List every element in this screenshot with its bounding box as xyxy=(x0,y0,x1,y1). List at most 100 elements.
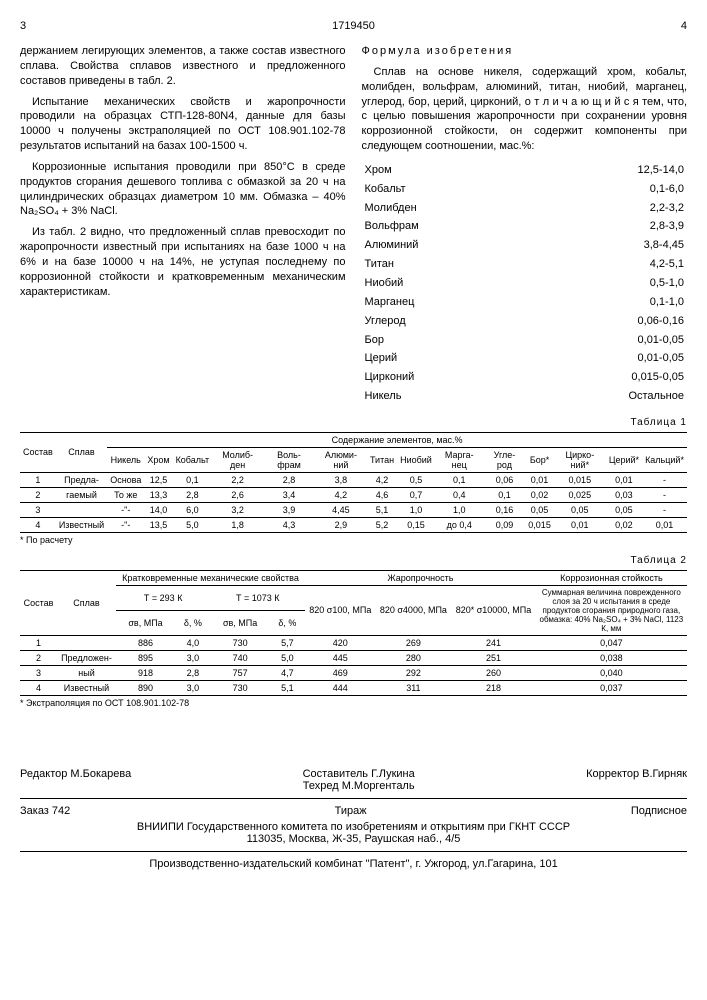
comp-val: 12,5-14,0 xyxy=(523,162,685,179)
table-cell: 3 xyxy=(20,665,57,680)
table-cell: 3,9 xyxy=(263,502,315,517)
table-cell: 0,7 xyxy=(397,487,435,502)
table-cell: 5,0 xyxy=(270,650,305,665)
table-row: 3ный9182,87574,74692922600,040 xyxy=(20,665,687,680)
printer: Производственно-издательский комбинат "П… xyxy=(20,858,687,870)
table-cell: 730 xyxy=(210,680,269,695)
page-num-left: 3 xyxy=(20,20,26,32)
table-cell: 3,8 xyxy=(315,472,367,487)
right-p1: Сплав на основе никеля, содержащий хром,… xyxy=(362,65,688,154)
component-row: Марганец0,1-1,0 xyxy=(364,294,686,311)
t2-h-sostav: Состав xyxy=(20,570,57,635)
table-cell: 0,05 xyxy=(554,502,606,517)
table-cell: 251 xyxy=(451,650,535,665)
table-cell: 1 xyxy=(20,472,56,487)
bottom-block: Редактор М.Бокарева Составитель Г.Лукина… xyxy=(20,768,687,870)
comp-val: 0,015-0,05 xyxy=(523,369,685,386)
table-cell: 2,2 xyxy=(212,472,263,487)
table-cell: 218 xyxy=(451,680,535,695)
table-cell: гаемый xyxy=(56,487,107,502)
table-cell: 0,15 xyxy=(397,517,435,532)
t1-col-header: Хром xyxy=(144,447,172,472)
table-cell: 5,1 xyxy=(367,502,397,517)
address: 113035, Москва, Ж-35, Раушская наб., 4/5 xyxy=(20,833,687,845)
table-cell: 0,038 xyxy=(536,650,687,665)
table-cell: 6,0 xyxy=(173,502,213,517)
comp-name: Церий xyxy=(364,350,522,367)
table-cell: 918 xyxy=(116,665,175,680)
table-cell: 0,015 xyxy=(554,472,606,487)
t1-col-header: Церий* xyxy=(606,447,642,472)
table-cell: 292 xyxy=(376,665,452,680)
table-cell: 4 xyxy=(20,680,57,695)
component-row: Углерод0,06-0,16 xyxy=(364,313,686,330)
table-row: 1Предла-Основа12,50,12,22,83,84,20,50,10… xyxy=(20,472,687,487)
table-cell: 0,09 xyxy=(484,517,526,532)
component-row: Хром12,5-14,0 xyxy=(364,162,686,179)
table-cell: 0,1 xyxy=(484,487,526,502)
t2-h-heat: Жаропрочность xyxy=(305,570,536,585)
circulation: Тираж xyxy=(335,805,367,817)
table-cell: 4,3 xyxy=(263,517,315,532)
table-cell: 0,5 xyxy=(397,472,435,487)
t1-col-header: Бор* xyxy=(525,447,554,472)
t2-h3-sv2: σв, МПа xyxy=(210,610,269,635)
table-cell xyxy=(56,502,107,517)
table-cell: 5,7 xyxy=(270,635,305,650)
comp-val: 2,2-3,2 xyxy=(523,200,685,217)
comp-val: 0,5-1,0 xyxy=(523,275,685,292)
table-cell: 0,4 xyxy=(435,487,484,502)
org: ВНИИПИ Государственного комитета по изоб… xyxy=(20,821,687,833)
component-row: Бор0,01-0,05 xyxy=(364,332,686,349)
t2-h-splav: Сплав xyxy=(57,570,116,635)
table-cell: 12,5 xyxy=(144,472,172,487)
table-row: 4Известный-"-13,55,01,84,32,95,20,15до 0… xyxy=(20,517,687,532)
comp-name: Цирконий xyxy=(364,369,522,386)
t1-col-header: Цирко-ний* xyxy=(554,447,606,472)
comp-name: Хром xyxy=(364,162,522,179)
table-cell: То же xyxy=(107,487,144,502)
t2-h3-d1: δ, % xyxy=(175,610,210,635)
table-cell: 4 xyxy=(20,517,56,532)
table-cell: Известный xyxy=(57,680,116,695)
t2-h-s4000: 820 σ4000, МПа xyxy=(376,585,452,635)
table2-caption: Таблица 2 xyxy=(20,555,687,566)
table-cell: 0,06 xyxy=(484,472,526,487)
table-cell: 0,1 xyxy=(173,472,213,487)
comp-val: 3,8-4,45 xyxy=(523,237,685,254)
table-cell: 5,2 xyxy=(367,517,397,532)
signed: Подписное xyxy=(631,805,687,817)
left-column: держанием легирующих элементов, а также … xyxy=(20,44,346,407)
page-num-right: 4 xyxy=(681,20,687,32)
comp-val: 2,8-3,9 xyxy=(523,218,685,235)
page-header: 3 1719450 4 xyxy=(20,20,687,32)
component-row: Молибден2,2-3,2 xyxy=(364,200,686,217)
t1-col-header: Молиб-ден xyxy=(212,447,263,472)
table-cell: 886 xyxy=(116,635,175,650)
table-cell: 4,2 xyxy=(367,472,397,487)
t2-h-mech: Кратковременные механические свойства xyxy=(116,570,305,585)
table-row: 2Предложен-8953,07405,04452802510,038 xyxy=(20,650,687,665)
comp-val: 0,01-0,05 xyxy=(523,332,685,349)
table-cell: -"- xyxy=(107,502,144,517)
table-cell: Основа xyxy=(107,472,144,487)
table-cell: 0,01 xyxy=(525,472,554,487)
component-row: Цирконий0,015-0,05 xyxy=(364,369,686,386)
table-cell: 740 xyxy=(210,650,269,665)
table1-caption: Таблица 1 xyxy=(20,417,687,428)
component-row: Вольфрам2,8-3,9 xyxy=(364,218,686,235)
table-cell: 0,025 xyxy=(554,487,606,502)
table-cell: 0,1 xyxy=(435,472,484,487)
comp-val: 4,2-5,1 xyxy=(523,256,685,273)
table-cell: 13,3 xyxy=(144,487,172,502)
right-column: Формула изобретения Сплав на основе нике… xyxy=(362,44,688,407)
table-row: 4Известный8903,07305,14443112180,037 xyxy=(20,680,687,695)
table-cell: 2 xyxy=(20,650,57,665)
table-row: 3-"-14,06,03,23,94,455,11,01,00,160,050,… xyxy=(20,502,687,517)
t2-h-corr-desc: Суммарная величина поврежденного слоя за… xyxy=(536,585,687,635)
table-cell: 3,0 xyxy=(175,650,210,665)
table-cell: 0,03 xyxy=(606,487,642,502)
component-row: Кобальт0,1-6,0 xyxy=(364,181,686,198)
comp-name: Марганец xyxy=(364,294,522,311)
table-cell: 0,01 xyxy=(554,517,606,532)
